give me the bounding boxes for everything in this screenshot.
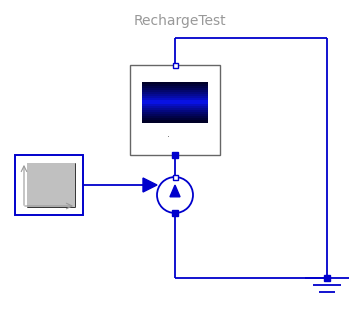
Bar [142,106,208,109]
Bar [142,112,208,115]
Bar [142,86,208,88]
Bar [130,65,220,155]
Bar [324,275,330,281]
Bar [142,102,208,105]
Bar [142,94,208,97]
Bar [43,163,59,185]
Bar [27,185,43,207]
Bar [142,108,208,111]
Bar [142,82,208,122]
Bar [142,104,208,107]
Bar [43,185,59,207]
Bar [172,152,178,158]
Bar [142,84,208,86]
Bar [142,88,208,90]
Bar [142,116,208,118]
Bar [172,63,177,68]
Bar [15,155,83,215]
Bar [142,120,208,122]
Text: .: . [167,129,170,139]
Bar [59,185,75,207]
Text: RechargeTest: RechargeTest [134,14,226,28]
Bar [142,90,208,92]
Bar [59,163,75,185]
Bar [27,163,43,185]
Bar [142,98,208,101]
Circle shape [157,177,193,213]
Bar [142,110,208,113]
Bar [142,92,208,94]
Bar [142,100,208,103]
Bar [142,96,208,99]
Polygon shape [170,185,180,197]
Bar [172,174,177,179]
Bar [172,210,178,216]
Bar [142,82,208,84]
Bar [142,114,208,117]
Polygon shape [143,178,157,192]
Bar [142,118,208,120]
